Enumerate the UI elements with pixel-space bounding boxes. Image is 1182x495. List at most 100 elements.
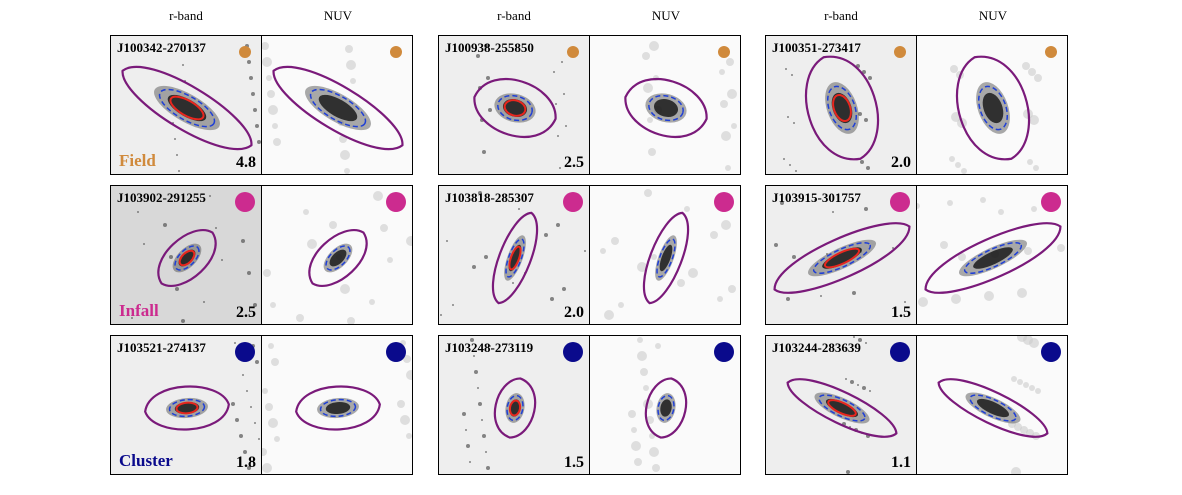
star: [846, 470, 850, 474]
star: [644, 189, 652, 197]
galaxy: [308, 229, 368, 287]
star: [272, 123, 278, 129]
star: [387, 257, 393, 263]
image: [937, 336, 1061, 474]
galaxy: [624, 78, 708, 138]
star: [406, 433, 412, 439]
group-marker: [714, 192, 734, 212]
nuv-panel: [916, 35, 1068, 175]
star: [1034, 74, 1042, 82]
star: [131, 317, 133, 319]
group-marker: [1041, 192, 1061, 212]
nuv-panel: [589, 185, 741, 325]
galaxy: [272, 65, 404, 151]
galaxy: [937, 378, 1049, 438]
star: [892, 247, 894, 249]
group-marker: [890, 192, 910, 212]
star: [452, 304, 454, 306]
group-marker: [890, 342, 910, 362]
column-header: r-band: [438, 8, 590, 24]
star: [512, 282, 514, 284]
star: [780, 201, 784, 205]
galaxy: [786, 378, 898, 438]
column-header: NUV: [917, 8, 1069, 24]
star: [473, 355, 475, 357]
star: [163, 223, 167, 227]
star: [786, 297, 790, 301]
r-band-panel: J103915-301757 1.5: [765, 185, 917, 325]
star: [253, 303, 257, 307]
star: [862, 386, 866, 390]
ratio-value: 1.5: [891, 304, 911, 321]
star: [403, 355, 411, 363]
star: [649, 447, 659, 457]
star: [234, 342, 236, 344]
star: [611, 237, 619, 245]
group-marker: [386, 342, 406, 362]
star: [246, 390, 248, 392]
star: [655, 343, 661, 349]
star: [640, 368, 648, 376]
galaxy: [121, 65, 253, 151]
star: [203, 301, 205, 303]
star: [243, 450, 247, 454]
star: [984, 291, 994, 301]
r-band-panel: J103248-273119 1.5: [438, 335, 590, 475]
image: [600, 189, 736, 320]
star: [853, 336, 855, 338]
star: [651, 254, 657, 260]
group-marker: [894, 46, 906, 58]
galaxy-id: J103902-291255: [117, 190, 206, 205]
star: [721, 131, 731, 141]
galaxy-id: J100938-255850: [445, 40, 534, 55]
star: [1011, 467, 1021, 474]
header-text: r-band: [169, 8, 203, 23]
star: [789, 164, 791, 166]
star: [1027, 159, 1033, 165]
star: [677, 279, 685, 287]
group-marker: [563, 192, 583, 212]
star: [369, 299, 375, 305]
galaxy: [295, 385, 381, 431]
star: [462, 412, 466, 416]
star: [1026, 429, 1034, 437]
star: [481, 419, 483, 421]
nuv-panel: [261, 35, 413, 175]
star: [465, 429, 467, 431]
star: [1022, 62, 1030, 70]
star: [628, 410, 636, 418]
star: [340, 284, 350, 294]
galaxy-id: J103244-283639: [772, 340, 861, 355]
star: [791, 74, 793, 76]
star: [1035, 388, 1041, 394]
r-band-panel: J103521-274137 1.8 Cluster: [110, 335, 262, 475]
star: [250, 406, 252, 408]
star: [262, 448, 267, 456]
star: [268, 343, 274, 349]
star: [727, 89, 737, 99]
star: [1020, 426, 1028, 434]
galaxy-id: J103248-273119: [445, 340, 534, 355]
star: [255, 360, 259, 364]
star: [814, 199, 816, 201]
star: [273, 138, 281, 146]
nuv-panel: [261, 185, 413, 325]
star: [258, 438, 260, 440]
star: [182, 64, 184, 66]
star: [482, 434, 486, 438]
star: [247, 466, 251, 470]
galaxy: [924, 222, 1062, 294]
galaxy: [773, 222, 911, 294]
star: [303, 209, 309, 215]
star: [858, 112, 862, 116]
star: [470, 338, 474, 342]
star: [239, 434, 243, 438]
image: [786, 336, 910, 474]
star: [904, 301, 906, 303]
star: [631, 441, 641, 451]
star: [347, 317, 355, 324]
star: [478, 402, 482, 406]
galaxy: [491, 211, 539, 305]
star: [346, 60, 356, 70]
star: [255, 124, 259, 128]
